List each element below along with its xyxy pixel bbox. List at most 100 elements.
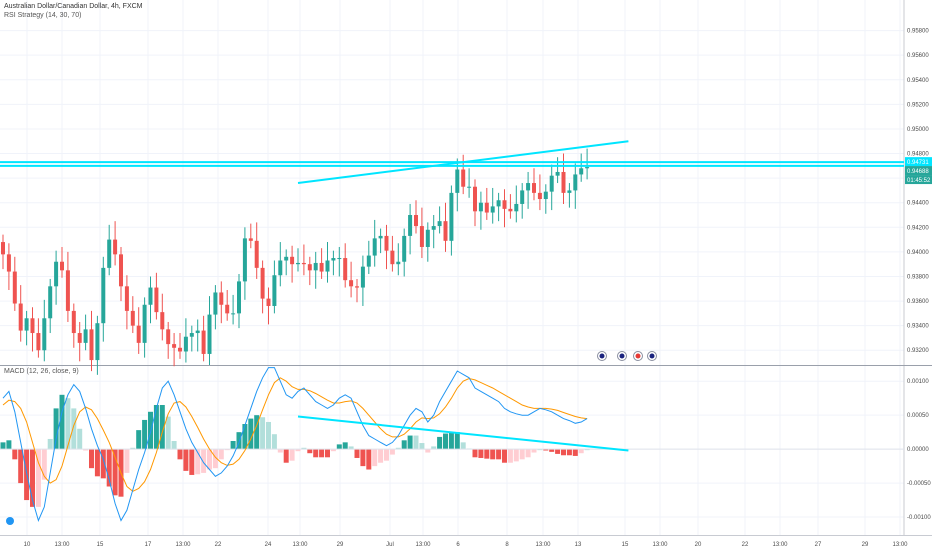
- candle-body[interactable]: [437, 221, 442, 227]
- candle-body[interactable]: [526, 183, 531, 191]
- candle-body[interactable]: [101, 267, 106, 324]
- candle-body[interactable]: [178, 347, 182, 352]
- candle-body[interactable]: [490, 206, 495, 213]
- candle-body[interactable]: [30, 318, 35, 334]
- candle-body[interactable]: [331, 258, 336, 261]
- candle-body[interactable]: [89, 329, 94, 361]
- candle-body[interactable]: [484, 202, 489, 213]
- candle-body[interactable]: [573, 174, 578, 191]
- candle-body[interactable]: [390, 250, 395, 265]
- candle-body[interactable]: [18, 303, 23, 331]
- candle-body[interactable]: [355, 286, 359, 288]
- candle-body[interactable]: [272, 275, 277, 306]
- candle-body[interactable]: [431, 226, 436, 230]
- candle-body[interactable]: [124, 286, 129, 311]
- candle-body[interactable]: [260, 267, 265, 299]
- candle-body[interactable]: [107, 239, 112, 268]
- candle-body[interactable]: [319, 262, 324, 272]
- candle-body[interactable]: [585, 167, 590, 169]
- candle-body[interactable]: [83, 329, 88, 343]
- candle-body[interactable]: [543, 191, 548, 200]
- candle-body[interactable]: [502, 200, 507, 209]
- candle-body[interactable]: [307, 264, 312, 271]
- tradingview-logo-icon[interactable]: [6, 517, 14, 525]
- candle-body[interactable]: [77, 333, 82, 343]
- candle-body[interactable]: [254, 240, 259, 268]
- candle-body[interactable]: [24, 318, 29, 331]
- candle-body[interactable]: [54, 261, 59, 287]
- candle-body[interactable]: [402, 235, 407, 262]
- candle-body[interactable]: [337, 258, 342, 260]
- candle-body[interactable]: [65, 270, 70, 311]
- candle-body[interactable]: [183, 336, 188, 352]
- candle-body[interactable]: [313, 262, 318, 271]
- candle-body[interactable]: [349, 280, 354, 287]
- candle-body[interactable]: [201, 330, 206, 354]
- candle-body[interactable]: [42, 318, 47, 351]
- candle-body[interactable]: [71, 310, 76, 334]
- candle-body[interactable]: [207, 314, 212, 354]
- candle-body[interactable]: [325, 260, 330, 272]
- candle-body[interactable]: [248, 238, 253, 241]
- candle-body[interactable]: [113, 239, 118, 255]
- candle-body[interactable]: [195, 330, 200, 334]
- candle-body[interactable]: [396, 261, 401, 265]
- candle-body[interactable]: [532, 183, 536, 193]
- candle-body[interactable]: [278, 260, 283, 276]
- candle-body[interactable]: [60, 261, 64, 271]
- candle-body[interactable]: [366, 255, 371, 267]
- candle-body[interactable]: [154, 287, 159, 313]
- candle-body[interactable]: [372, 238, 377, 256]
- candle-body[interactable]: [467, 186, 472, 188]
- candle-body[interactable]: [343, 258, 348, 281]
- candle-body[interactable]: [6, 254, 11, 272]
- candle-body[interactable]: [419, 226, 424, 247]
- candle-body[interactable]: [414, 215, 418, 227]
- macd-trendline[interactable]: [297, 415, 629, 452]
- price-trendline[interactable]: [297, 140, 629, 185]
- candle-body[interactable]: [142, 304, 147, 343]
- candle-body[interactable]: [213, 292, 218, 315]
- candle-body[interactable]: [36, 333, 41, 351]
- candle-body[interactable]: [384, 235, 389, 251]
- candle-body[interactable]: [520, 190, 525, 204]
- candle-body[interactable]: [160, 312, 165, 330]
- candle-body[interactable]: [119, 254, 123, 287]
- candle-body[interactable]: [225, 304, 230, 314]
- candle-body[interactable]: [1, 242, 5, 255]
- candle-body[interactable]: [237, 281, 241, 314]
- candle-body[interactable]: [95, 323, 100, 361]
- candle-body[interactable]: [166, 329, 171, 345]
- candle-body[interactable]: [549, 175, 554, 192]
- candle-body[interactable]: [48, 286, 53, 319]
- candle-body[interactable]: [461, 169, 466, 187]
- candle-body[interactable]: [555, 171, 560, 176]
- candle-body[interactable]: [425, 229, 430, 247]
- candle-body[interactable]: [496, 200, 501, 207]
- candle-body[interactable]: [514, 203, 519, 212]
- candle-body[interactable]: [136, 325, 141, 343]
- indicator-legend[interactable]: RSI Strategy (14, 30, 70): [4, 12, 82, 19]
- candle-body[interactable]: [266, 298, 271, 306]
- candle-body[interactable]: [242, 238, 247, 282]
- candle-body[interactable]: [296, 262, 300, 265]
- candle-body[interactable]: [231, 313, 236, 315]
- candle-body[interactable]: [130, 310, 135, 326]
- candle-body[interactable]: [360, 266, 365, 288]
- candle-body[interactable]: [378, 235, 383, 239]
- candle-body[interactable]: [455, 169, 460, 193]
- candle-body[interactable]: [408, 215, 413, 236]
- candle-body[interactable]: [478, 202, 483, 212]
- candle-body[interactable]: [443, 221, 448, 241]
- candle-body[interactable]: [219, 292, 224, 305]
- candle-body[interactable]: [290, 256, 295, 265]
- symbol-title[interactable]: Australian Dollar/Canadian Dollar, 4h, F…: [4, 3, 143, 10]
- candle-body[interactable]: [449, 192, 454, 241]
- candle-body[interactable]: [567, 190, 572, 193]
- candle-body[interactable]: [508, 208, 513, 212]
- candle-body[interactable]: [561, 171, 566, 193]
- candle-body[interactable]: [172, 344, 177, 348]
- candle-body[interactable]: [537, 192, 542, 200]
- candle-body[interactable]: [301, 262, 306, 265]
- candle-body[interactable]: [473, 186, 477, 212]
